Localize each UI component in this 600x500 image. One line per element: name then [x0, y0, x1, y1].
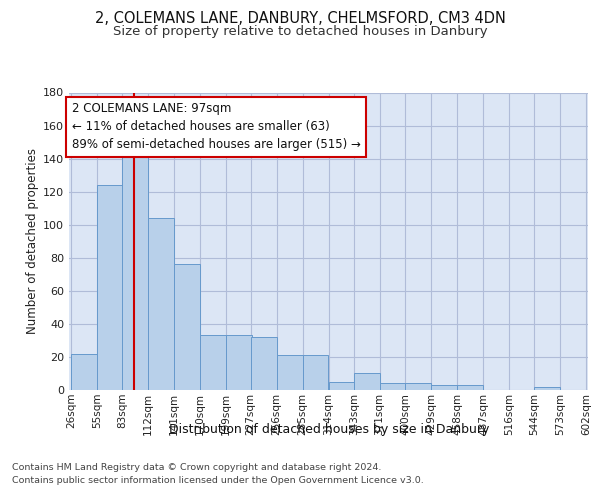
Bar [251, 337, 277, 390]
Bar [431, 385, 457, 390]
Bar [329, 382, 355, 390]
Bar [200, 336, 226, 390]
Text: Contains public sector information licensed under the Open Government Licence v3: Contains public sector information licen… [12, 476, 424, 485]
Text: Contains HM Land Registry data © Crown copyright and database right 2024.: Contains HM Land Registry data © Crown c… [12, 462, 382, 471]
Bar [380, 384, 406, 390]
Text: Distribution of detached houses by size in Danbury: Distribution of detached houses by size … [169, 422, 489, 436]
Y-axis label: Number of detached properties: Number of detached properties [26, 148, 39, 334]
Bar [122, 150, 148, 390]
Bar [226, 336, 251, 390]
Bar [277, 356, 302, 390]
Text: 2, COLEMANS LANE, DANBURY, CHELMSFORD, CM3 4DN: 2, COLEMANS LANE, DANBURY, CHELMSFORD, C… [95, 11, 505, 26]
Bar [148, 218, 173, 390]
Bar [302, 356, 329, 390]
Bar [406, 384, 431, 390]
Bar [173, 264, 200, 390]
Text: Size of property relative to detached houses in Danbury: Size of property relative to detached ho… [113, 25, 487, 38]
Bar [457, 385, 484, 390]
Bar [355, 374, 380, 390]
Bar [97, 185, 122, 390]
Bar [71, 354, 97, 390]
Bar [535, 386, 560, 390]
Text: 2 COLEMANS LANE: 97sqm
← 11% of detached houses are smaller (63)
89% of semi-det: 2 COLEMANS LANE: 97sqm ← 11% of detached… [71, 102, 361, 152]
